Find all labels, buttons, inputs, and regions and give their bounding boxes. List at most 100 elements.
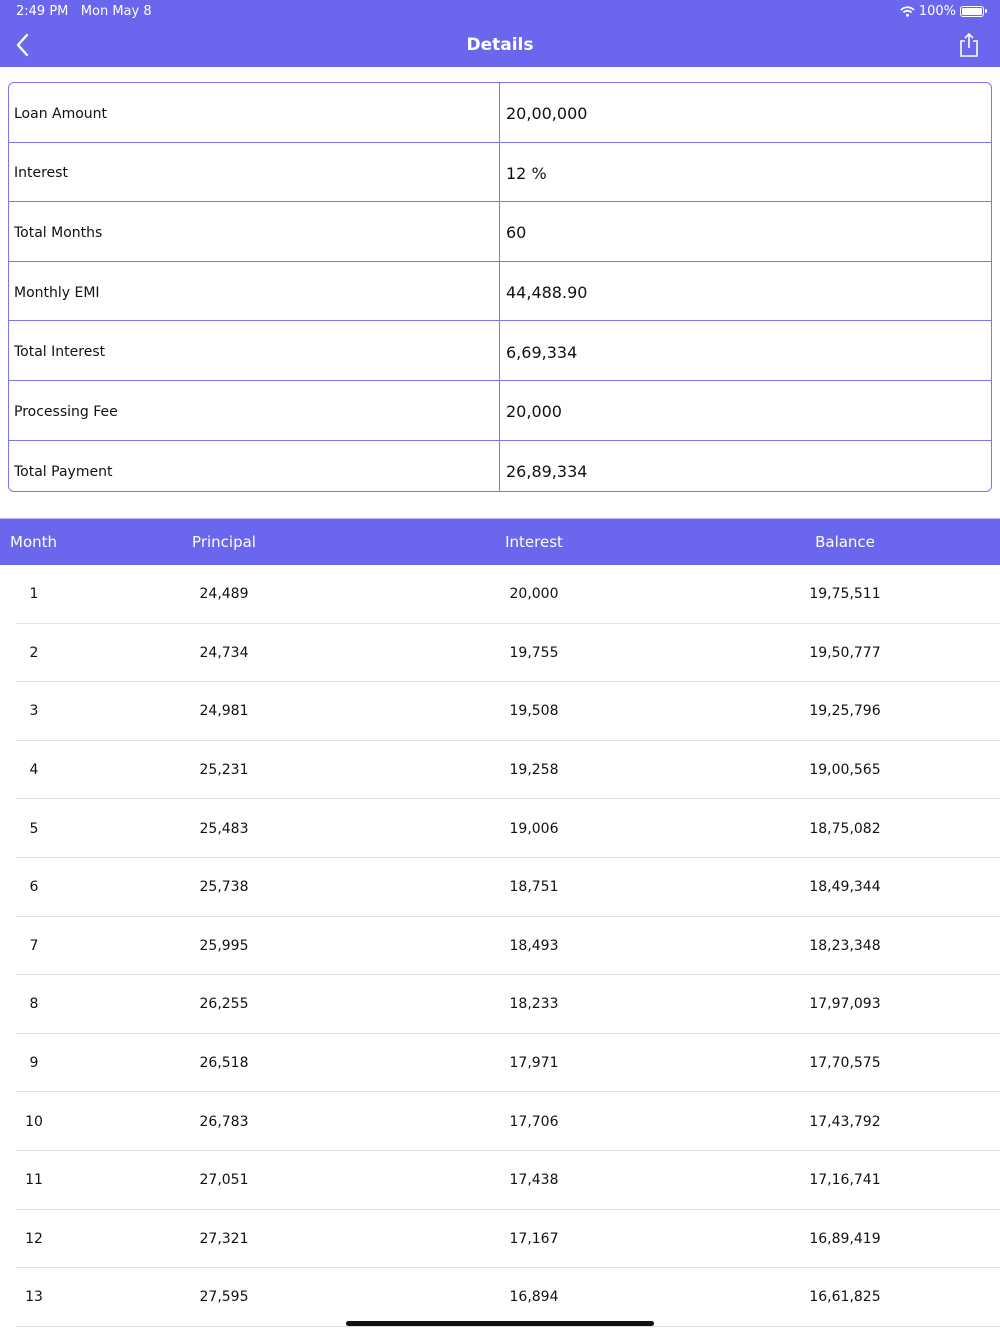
month-cell: 11 [25, 1172, 43, 1189]
table-row: 7 25,995 18,493 18,23,348 [0, 917, 1000, 976]
month-cell: 7 [29, 937, 39, 954]
summary-row: Total Payment 26,89,334 [9, 440, 991, 491]
balance-cell: 16,61,825 [809, 1289, 881, 1306]
balance-cell: 17,16,741 [809, 1172, 881, 1189]
balance-cell: 18,49,344 [809, 879, 881, 896]
interest-cell: 17,706 [509, 1113, 559, 1130]
table-row: 8 26,255 18,233 17,97,093 [0, 975, 1000, 1034]
month-cell: 3 [29, 703, 39, 720]
interest-cell: 18,751 [509, 879, 559, 896]
principal-cell: 25,995 [199, 937, 249, 954]
interest-cell: 19,755 [509, 644, 559, 661]
summary-value: 20,00,000 [506, 104, 588, 124]
battery-icon [960, 6, 987, 17]
balance-cell: 18,23,348 [809, 937, 881, 954]
interest-cell: 19,258 [509, 762, 559, 779]
principal-cell: 26,255 [199, 996, 249, 1013]
month-cell: 2 [29, 644, 39, 661]
principal-cell: 25,483 [199, 820, 249, 837]
balance-cell: 17,70,575 [809, 1055, 881, 1072]
summary-label: Interest [9, 142, 500, 202]
balance-cell: 17,97,093 [809, 996, 881, 1013]
month-cell: 13 [25, 1289, 43, 1306]
wifi-icon [900, 6, 915, 17]
month-cell: 1 [29, 586, 39, 603]
month-cell: 12 [25, 1230, 43, 1247]
summary-row: Total Months 60 [9, 202, 991, 262]
interest-cell: 16,894 [509, 1289, 559, 1306]
summary-row: Monthly EMI 44,488.90 [9, 261, 991, 322]
table-row: 11 27,051 17,438 17,16,741 [0, 1151, 1000, 1210]
summary-row: Total Interest 6,69,334 [9, 321, 991, 381]
navigation-bar: 2:49 PM Mon May 8 100% Details [0, 0, 1000, 67]
header-principal: Principal [192, 533, 256, 551]
principal-cell: 25,231 [199, 762, 249, 779]
month-cell: 4 [29, 762, 39, 779]
balance-cell: 19,00,565 [809, 762, 881, 779]
status-indicators: 100% [900, 4, 987, 19]
summary-value: 20,000 [506, 402, 562, 422]
battery-percent: 100% [918, 4, 956, 19]
table-row: 13 27,595 16,894 16,61,825 [0, 1268, 1000, 1327]
month-cell: 8 [29, 996, 39, 1013]
summary-label: Monthly EMI [9, 261, 500, 321]
schedule-header: Month Principal Interest Balance [0, 518, 1000, 565]
principal-cell: 27,321 [199, 1230, 249, 1247]
month-cell: 6 [29, 879, 39, 896]
summary-value: 26,89,334 [506, 462, 588, 482]
balance-cell: 18,75,082 [809, 820, 881, 837]
header-month: Month [10, 533, 58, 551]
summary-label: Total Payment [9, 440, 500, 491]
interest-cell: 17,167 [509, 1230, 559, 1247]
date: Mon May 8 [80, 4, 152, 19]
month-cell: 9 [29, 1055, 39, 1072]
summary-value: 12 % [506, 163, 547, 183]
summary-value: 60 [506, 223, 527, 243]
interest-cell: 19,508 [509, 703, 559, 720]
table-row: 9 26,518 17,971 17,70,575 [0, 1034, 1000, 1093]
interest-cell: 19,006 [509, 820, 559, 837]
summary-label: Loan Amount [9, 83, 500, 142]
principal-cell: 25,738 [199, 879, 249, 896]
summary-label: Total Interest [9, 321, 500, 380]
month-cell: 10 [25, 1113, 43, 1130]
header-balance: Balance [815, 533, 875, 551]
table-row: 3 24,981 19,508 19,25,796 [0, 682, 1000, 741]
interest-cell: 18,233 [509, 996, 559, 1013]
interest-cell: 20,000 [509, 586, 559, 603]
summary-label: Total Months [9, 202, 500, 261]
principal-cell: 24,981 [199, 703, 249, 720]
table-row: 5 25,483 19,006 18,75,082 [0, 799, 1000, 858]
share-icon[interactable] [958, 32, 980, 58]
chevron-left-icon[interactable] [12, 32, 34, 58]
summary-value: 44,488.90 [506, 283, 588, 303]
status-time: 2:49 PM Mon May 8 [16, 4, 152, 19]
time: 2:49 PM [16, 4, 69, 19]
table-row: 1 24,489 20,000 19,75,511 [0, 565, 1000, 624]
balance-cell: 19,50,777 [809, 644, 881, 661]
home-indicator[interactable] [346, 1321, 654, 1326]
principal-cell: 24,489 [199, 586, 249, 603]
table-row: 10 26,783 17,706 17,43,792 [0, 1092, 1000, 1151]
summary-row: Processing Fee 20,000 [9, 380, 991, 441]
loan-summary-table: Loan Amount 20,00,000 Interest 12 % Total Mo… [8, 82, 992, 492]
summary-label: Processing Fee [9, 380, 500, 440]
page-title: Details [466, 35, 534, 55]
month-cell: 5 [29, 820, 39, 837]
table-row: 12 27,321 17,167 16,89,419 [0, 1210, 1000, 1269]
table-row: 4 25,231 19,258 19,00,565 [0, 741, 1000, 800]
interest-cell: 17,438 [509, 1172, 559, 1189]
balance-cell: 19,25,796 [809, 703, 881, 720]
summary-value: 6,69,334 [506, 342, 578, 362]
principal-cell: 24,734 [199, 644, 249, 661]
balance-cell: 19,75,511 [809, 586, 881, 603]
principal-cell: 27,595 [199, 1289, 249, 1306]
header-interest: Interest [505, 533, 563, 551]
amortization-schedule[interactable]: 1 24,489 20,000 19,75,511 2 24,734 19,755 19,50… [0, 565, 1000, 1327]
principal-cell: 26,518 [199, 1055, 249, 1072]
summary-row: Interest 12 % [9, 142, 991, 203]
principal-cell: 26,783 [199, 1113, 249, 1130]
interest-cell: 18,493 [509, 937, 559, 954]
balance-cell: 16,89,419 [809, 1230, 881, 1247]
table-row: 2 24,734 19,755 19,50,777 [0, 624, 1000, 683]
